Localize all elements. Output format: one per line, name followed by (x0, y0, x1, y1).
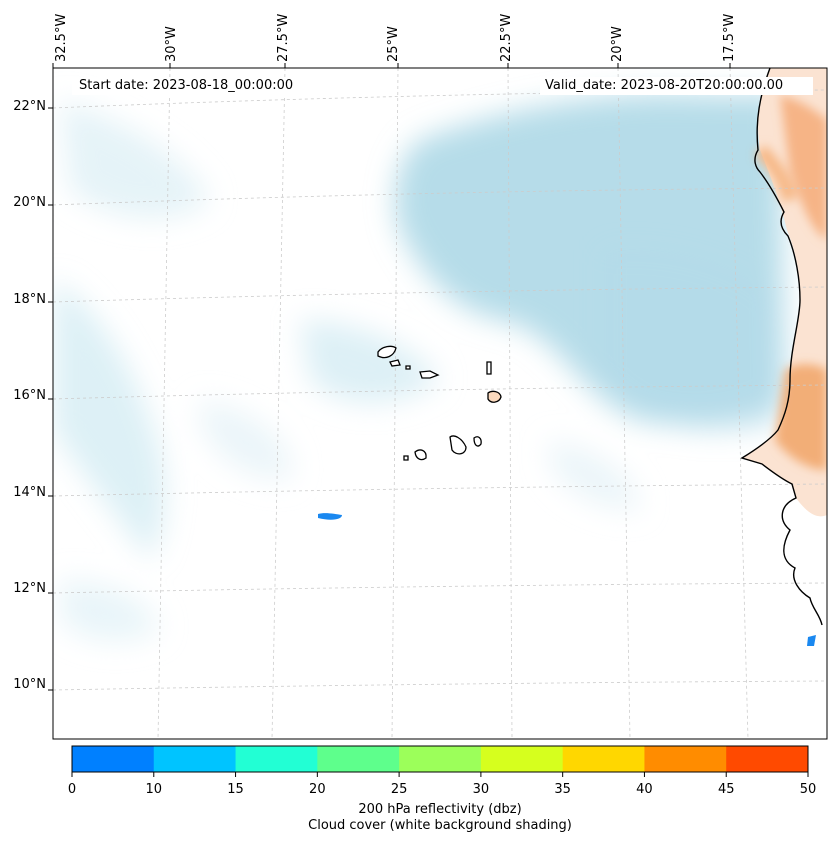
colorbar-sublabel: Cloud cover (white background shading) (308, 818, 572, 833)
colorbar-tick-label: 40 (636, 782, 653, 797)
lat-label: 18°N (13, 292, 46, 307)
lon-label: 27.5°W (276, 13, 291, 62)
lon-label: 32.5°W (54, 13, 69, 62)
lon-label: 30°W (164, 26, 179, 62)
start-date-label: Start date: 2023-08-18_00:00:00 (72, 77, 329, 95)
lat-label: 14°N (13, 485, 46, 500)
lon-label: 25°W (386, 26, 401, 62)
colorbar-tick-label: 25 (390, 782, 408, 797)
colorbar-tick-label: 15 (227, 782, 244, 797)
lat-label: 16°N (13, 388, 46, 403)
colorbar-tick-label: 20 (309, 782, 326, 797)
coastline (740, 68, 823, 626)
valid-date-label: Valid_date: 2023-08-20T20:00:00.00 (540, 77, 813, 95)
land-warm-shading (754, 95, 827, 470)
colorbar-tick-label: 35 (554, 782, 571, 797)
colorbar-label: 200 hPa reflectivity (dbz) (358, 802, 522, 817)
lon-label: 20°W (610, 26, 625, 62)
colorbar-tick-label: 30 (472, 782, 490, 797)
colorbar-tick-label: 0 (67, 782, 77, 797)
colorbar-tick-label: 45 (717, 782, 735, 797)
lat-label: 12°N (13, 581, 46, 596)
map-frame (52, 67, 828, 740)
lon-label: 17.5°W (722, 13, 737, 62)
lon-ticks (52, 63, 731, 68)
cloud-cover-shading (53, 94, 785, 641)
colorbar-tick-label: 50 (799, 782, 817, 797)
lon-label: 22.5°W (499, 13, 514, 62)
reflectivity-cells (318, 513, 816, 646)
lat-label: 22°N (13, 99, 46, 114)
gridlines (53, 68, 827, 739)
lat-label: 20°N (13, 195, 46, 210)
lat-ticks (48, 107, 53, 691)
lat-label: 10°N (13, 677, 46, 692)
colorbar-tick-label: 10 (145, 782, 163, 797)
cape-verde-islands (377, 345, 502, 461)
